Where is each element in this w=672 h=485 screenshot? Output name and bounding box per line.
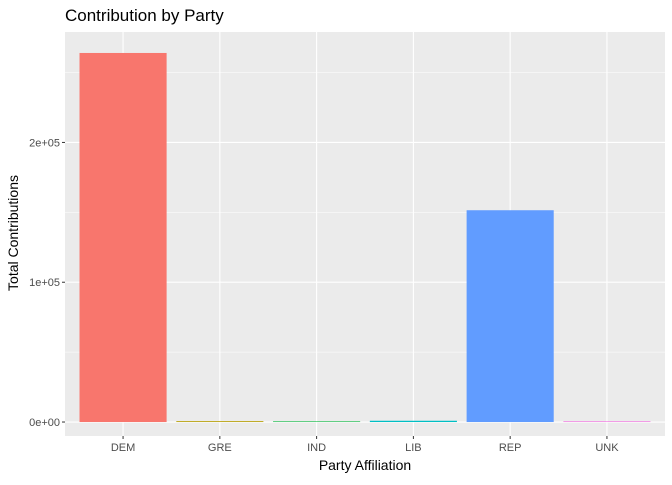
bar-dem (79, 52, 167, 423)
bar-ind (273, 421, 361, 423)
y-tick-label: 1e+05 (29, 277, 60, 289)
x-tick-label: IND (307, 442, 326, 454)
axis-ticks: 0e+00 1e+05 2e+05 DEM GRE IND LIB REP UNK (29, 137, 619, 454)
y-tick-label: 2e+05 (29, 137, 60, 149)
x-tick-label: UNK (595, 442, 619, 454)
x-tick-label: DEM (111, 442, 135, 454)
y-axis-title: Total Contributions (5, 175, 21, 291)
bar-lib (369, 420, 457, 423)
x-tick-label: GRE (208, 442, 232, 454)
x-tick-label: LIB (405, 442, 422, 454)
bars (79, 52, 651, 423)
x-axis-title: Party Affiliation (319, 457, 411, 473)
bar-gre (176, 421, 264, 423)
bar-unk (563, 421, 651, 423)
x-tick-label: REP (499, 442, 522, 454)
y-tick-label: 0e+00 (29, 417, 60, 429)
bar-rep (466, 210, 554, 423)
chart-title: Contribution by Party (65, 6, 224, 25)
